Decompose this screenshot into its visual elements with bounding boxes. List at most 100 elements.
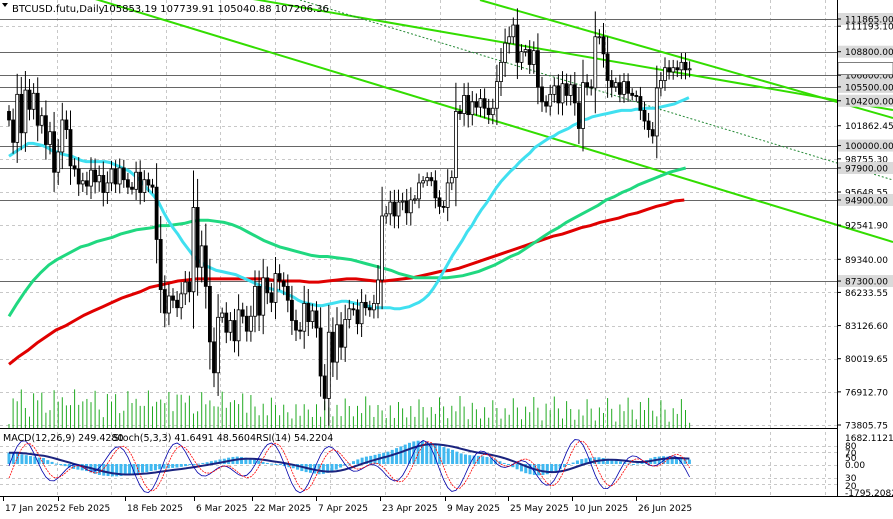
- time-tick-label: 18 Feb 2025: [127, 504, 183, 514]
- candle-body: [392, 201, 397, 217]
- candle-body: [445, 182, 450, 208]
- macd-histogram-bar: [209, 461, 213, 464]
- macd-histogram-bar: [627, 463, 631, 465]
- macd-histogram-bar: [610, 459, 614, 464]
- candles: [7, 8, 692, 426]
- time-tick-label: 22 Mar 2025: [254, 504, 311, 514]
- macd-histogram-bar: [563, 464, 567, 468]
- osc-tick-label: -1795.2082: [845, 489, 893, 499]
- macd-histogram-bar: [618, 461, 622, 464]
- candle-body: [654, 87, 659, 137]
- macd-histogram-bar: [7, 452, 11, 464]
- candle-body: [453, 111, 458, 178]
- candle-body: [687, 68, 692, 71]
- candle-body: [634, 95, 639, 97]
- candle-body: [195, 207, 200, 268]
- macd-histogram-bar: [115, 464, 119, 477]
- time-tick-label: 25 May 2025: [510, 504, 569, 514]
- macd-histogram-bar: [507, 464, 511, 466]
- macd-histogram-bar: [106, 464, 110, 476]
- candle-body: [187, 281, 192, 293]
- price-tick-label: 105500.00: [845, 83, 893, 93]
- candle-body: [503, 42, 508, 63]
- candle-body: [544, 101, 548, 107]
- symbol-dropdown-icon[interactable]: [2, 3, 8, 7]
- osc-tick-label: 80: [845, 442, 857, 452]
- macd-histogram-bar: [403, 444, 407, 464]
- macd-histogram-bar: [166, 464, 170, 469]
- candle-body: [630, 92, 635, 96]
- candle-body: [404, 200, 409, 214]
- macd-histogram-bar: [481, 456, 485, 464]
- oscillator-panel: [0, 439, 837, 494]
- ohlc-values: 105853.19 107739.91 105040.88 107206.36: [103, 4, 329, 15]
- macd-histogram-bar: [347, 463, 351, 465]
- macd-histogram-bar: [188, 464, 192, 466]
- candle-body: [11, 119, 16, 143]
- price-tick-label: 86233.55: [845, 289, 888, 299]
- candle-body: [384, 213, 389, 217]
- channel-line: [479, 0, 893, 119]
- candle-body: [273, 273, 278, 303]
- candle-body: [31, 92, 36, 110]
- candle-body: [683, 61, 688, 71]
- macd-histogram-bar: [515, 464, 519, 470]
- candle-body: [322, 375, 327, 399]
- candle-body: [609, 80, 614, 88]
- candle-body: [80, 180, 85, 185]
- macd-histogram-bar: [636, 463, 640, 465]
- candle-body: [343, 319, 348, 348]
- candle-body: [56, 151, 61, 173]
- macd-histogram-bar: [580, 459, 584, 464]
- macd-histogram-bar: [472, 455, 476, 464]
- macd-histogram-bar: [123, 464, 127, 476]
- osc-tick-label: 1682.1121: [845, 434, 893, 444]
- macd-label: MACD(12,26,9) 249.4280: [3, 433, 124, 444]
- candle-body: [618, 82, 622, 95]
- candle-body: [240, 309, 245, 317]
- price-tick-label: 111193.10: [845, 23, 893, 33]
- price-tick-label: 111865.00: [845, 16, 893, 26]
- candle-body: [613, 82, 618, 88]
- macd-histogram-bar: [489, 458, 493, 464]
- trend-line-dashed: [299, 0, 893, 181]
- candle-body: [298, 329, 303, 332]
- candle-body: [437, 197, 442, 207]
- macd-histogram-bar: [463, 454, 467, 464]
- macd-histogram-bar: [201, 462, 205, 464]
- candle-body: [101, 175, 106, 193]
- macd-histogram-bar: [524, 464, 528, 474]
- candle-body: [166, 295, 171, 314]
- candle-body: [556, 85, 561, 104]
- time-tick-label: 9 May 2025: [447, 504, 500, 514]
- macd-histogram-bar: [162, 464, 166, 469]
- time-tick-label: 23 Apr 2025: [382, 504, 438, 514]
- candle-body: [638, 96, 643, 111]
- candle-body: [265, 277, 270, 294]
- candle-body: [138, 171, 143, 193]
- macd-histogram-bar: [334, 464, 338, 470]
- price-tick-label: 73805.75: [845, 422, 888, 432]
- macd-histogram-bar: [425, 441, 429, 464]
- candle-body: [302, 303, 307, 332]
- macd-histogram-bar: [184, 464, 188, 467]
- candle-body: [224, 312, 229, 333]
- price-level-box: [838, 80, 893, 93]
- candle-body: [466, 95, 471, 116]
- candle-body: [52, 131, 56, 173]
- candle-body: [248, 315, 253, 332]
- macd-histogram-bar: [63, 464, 67, 467]
- candle-body: [646, 120, 651, 130]
- macd-histogram-bar: [442, 447, 446, 464]
- candle-body: [400, 200, 405, 203]
- candle-body: [593, 36, 598, 89]
- macd-histogram-bar: [407, 442, 411, 464]
- macd-histogram-bar: [16, 453, 20, 464]
- macd-histogram-bar: [205, 462, 209, 464]
- osc-tick-label: 20: [845, 482, 857, 492]
- channel-line: [95, 0, 893, 243]
- candle-body: [212, 341, 216, 374]
- macd-histogram-bar: [102, 464, 106, 476]
- macd-histogram-bar: [46, 460, 50, 464]
